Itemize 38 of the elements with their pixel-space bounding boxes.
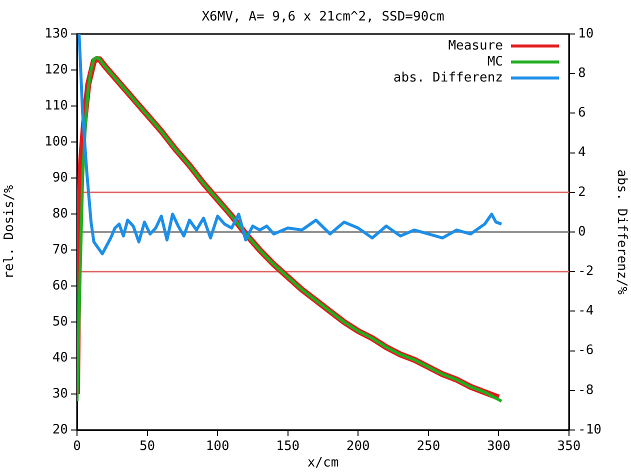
- y2-tick-label: -4: [578, 304, 594, 319]
- y-tick-label: 30: [52, 386, 68, 402]
- legend-label: MC: [487, 54, 503, 70]
- y2-tick-label: -2: [578, 264, 594, 279]
- y-tick-label: 120: [44, 62, 68, 78]
- y-tick-label: 70: [52, 242, 68, 258]
- y2-tick-label: 0: [578, 224, 586, 240]
- x-tick-label: 0: [73, 439, 81, 454]
- x-tick-label: 50: [139, 439, 156, 454]
- y-tick-label: 100: [44, 134, 68, 150]
- y2-tick-label: -8: [578, 382, 594, 398]
- y-tick-label: 60: [52, 278, 68, 294]
- y-tick-label: 90: [52, 170, 68, 186]
- y2-tick-label: 4: [578, 145, 586, 160]
- x-tick-label: 150: [276, 439, 300, 454]
- y2-tick-label: 2: [578, 184, 586, 200]
- y-tick-label: 20: [52, 422, 68, 438]
- legend-label: Measure: [448, 38, 504, 54]
- y2-tick-label: -10: [578, 422, 602, 438]
- x-tick-label: 200: [346, 439, 370, 454]
- y-tick-label: 40: [52, 350, 68, 366]
- x-tick-label: 350: [557, 439, 581, 454]
- y2-tick-label: -6: [578, 343, 594, 358]
- x-tick-label: 300: [486, 439, 510, 454]
- y-tick-label: 130: [44, 26, 68, 42]
- y2-tick-label: 8: [578, 66, 586, 81]
- chart-title: X6MV, A= 9,6 x 21cm^2, SSD=90cm: [202, 9, 444, 24]
- y2-tick-label: 10: [578, 26, 594, 42]
- y2-tick-label: 6: [578, 106, 586, 121]
- x-tick-label: 250: [416, 439, 440, 454]
- x-axis-title: x/cm: [307, 456, 339, 471]
- y-tick-label: 110: [44, 98, 68, 114]
- y-tick-label: 80: [52, 206, 68, 222]
- legend-label: abs. Differenz: [393, 70, 503, 86]
- x-tick-label: 100: [206, 439, 230, 454]
- y-axis-title: rel. Dosis/%: [2, 184, 18, 279]
- y-tick-label: 50: [52, 314, 68, 330]
- y2-axis-title: abs. Differenz/%: [614, 169, 629, 295]
